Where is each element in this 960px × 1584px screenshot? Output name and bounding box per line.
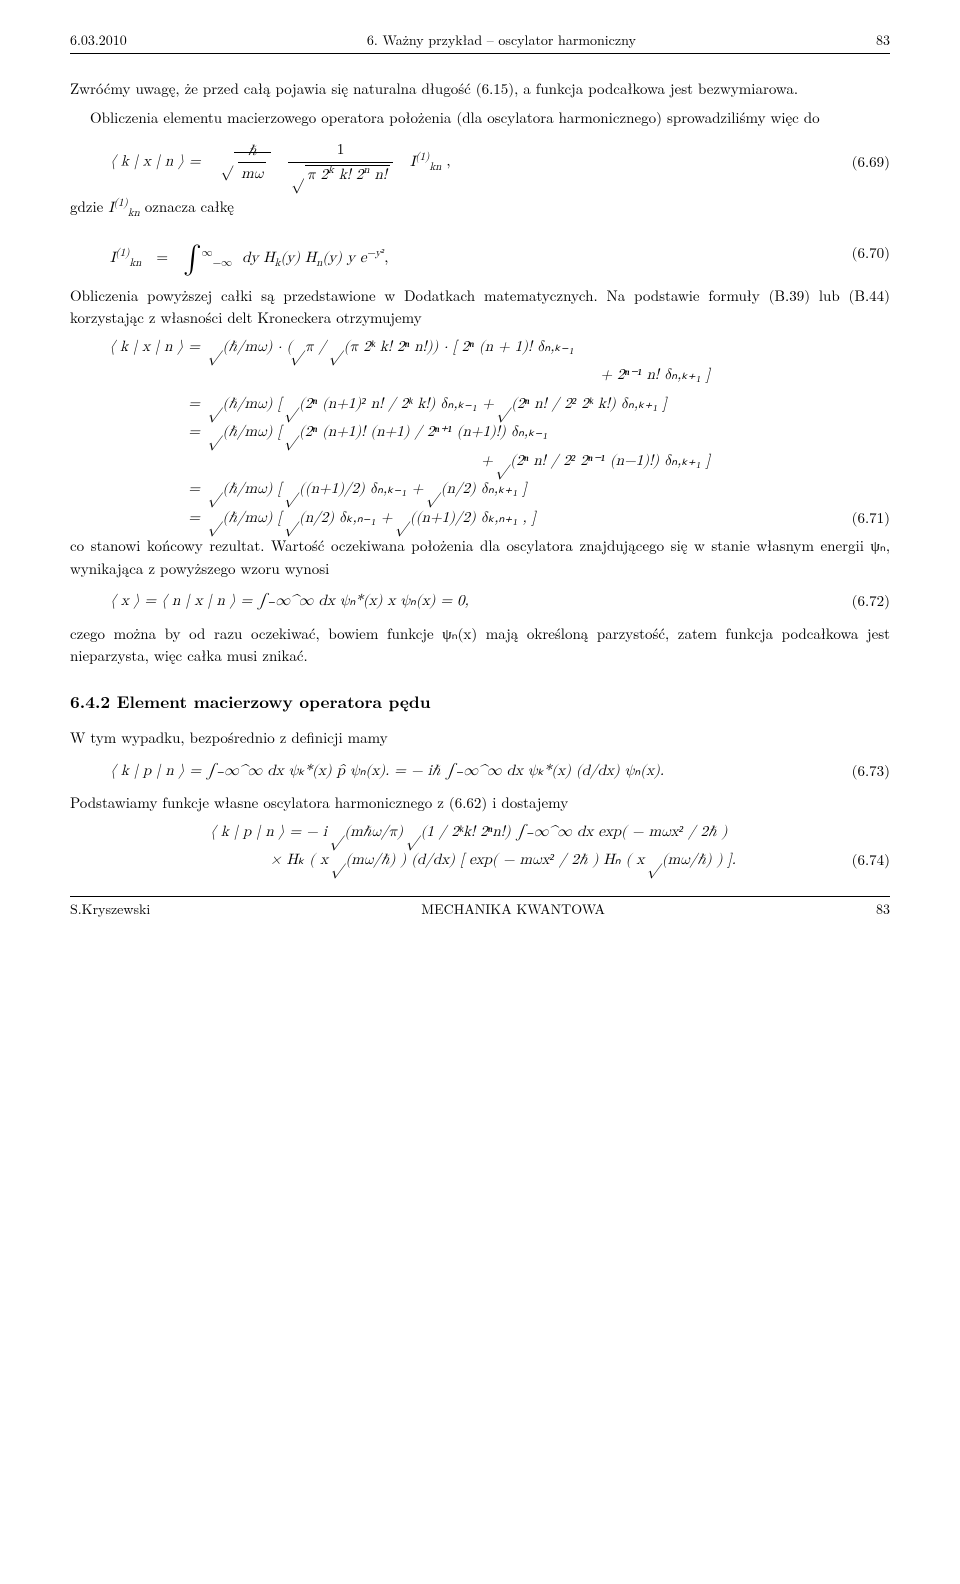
eq669-k2: k! 2: [339, 167, 364, 182]
equation-6-69: ⟨ k | x | n ⟩ = ℏmω 1π 2k k! 2n n! I(1)k…: [70, 139, 890, 186]
eq71-l2-rhs: √(ℏ/mω) [ √(2ⁿ (n+1)² n! / 2ᵏ k!) δₙ,ₖ₋₁…: [210, 393, 830, 416]
eq670-comma: ,: [384, 250, 388, 265]
header-page: 83: [876, 30, 890, 51]
eq674-l2: × Hₖ ( x √(mω/ℏ) ) (d/dx) [ exp( − mωx² …: [210, 849, 830, 872]
eq670-num: (6.70): [830, 242, 890, 265]
eq71-l5-rhs: √(ℏ/mω) [ √(n/2) δₖ,ₙ₋₁ + √((n+1)/2) δₖ,…: [210, 507, 830, 530]
eq669-n: n!: [375, 167, 388, 182]
eq669-num: (6.69): [830, 151, 890, 174]
eq71-l1-lhs: ⟨ k | x | n ⟩ =: [70, 336, 210, 359]
p3b: oznacza całkę: [140, 196, 234, 217]
eq71-l4-rhs: √(ℏ/mω) [ √((n+1)/2) δₙ,ₖ₋₁ + √(n/2) δₙ,…: [210, 478, 830, 501]
footer-author: S.Kryszewski: [70, 899, 150, 920]
eq673-num: (6.73): [830, 760, 890, 783]
para-1: Zwróćmy uwagę, że przed całą pojawia się…: [70, 78, 890, 101]
eq71-l2-lhs: =: [70, 393, 210, 416]
eq71-l1b: + 2ⁿ⁻¹ n! δₙ,ₖ₊₁ ]: [210, 364, 830, 387]
eq670-tail: (y) y e: [322, 250, 366, 265]
equation-6-73: ⟨ k | p | n ⟩ = ∫₋∞^∞ dx ψₖ*(x) p̂ ψₙ(x)…: [70, 760, 890, 783]
eq670-body: dy H: [242, 250, 275, 265]
eq672-body: ⟨ x ⟩ = ⟨ n | x | n ⟩ = ∫₋∞^∞ dx ψₙ*(x) …: [70, 590, 830, 613]
eq670-exp: −y²: [367, 248, 385, 259]
para-7: W tym wypadku, bezpośrednio z definicji …: [70, 727, 890, 750]
eq669-sub: kn: [429, 162, 441, 173]
eq71-l3-lhs: =: [70, 421, 210, 444]
footer-title: MECHANIKA KWANTOWA: [421, 899, 605, 920]
eq674-l1: ⟨ k | p | n ⟩ = − i √(mℏω/π) √(1 / 2ᵏk! …: [210, 821, 830, 844]
para-8: Podstawiamy funkcje własne oscylatora ha…: [70, 792, 890, 815]
para-6: czego można by od razu oczekiwać, bowiem…: [70, 623, 890, 668]
eq71-l3-rhs: √(ℏ/mω) [ √(2ⁿ (n+1)! (n+1) / 2ⁿ⁺¹ (n+1)…: [210, 421, 830, 444]
eq71-num: (6.71): [830, 507, 890, 530]
para-5: co stanowi końcowy rezultat. Wartość ocz…: [70, 535, 890, 580]
eq670-inta: ∞: [202, 248, 213, 259]
eq670-sup: (1): [115, 248, 129, 259]
page-footer: S.Kryszewski MECHANIKA KWANTOWA 83: [70, 896, 890, 920]
eq71-l3b: + √(2ⁿ n! / 2² 2ⁿ⁻¹ (n−1)!) δₙ,ₖ₊₁ ]: [210, 450, 830, 473]
page-header: 6.03.2010 6. Ważny przykład – oscylator …: [70, 30, 890, 54]
eq669-sup: (1): [415, 152, 429, 163]
eq669-mw: mω: [238, 163, 266, 186]
eq669-hbar: ℏ: [238, 140, 266, 164]
equation-6-71: ⟨ k | x | n ⟩ = √(ℏ/mω) · (√π / √(π 2ᵏ k…: [70, 336, 890, 530]
eq71-l5-lhs: =: [70, 507, 210, 530]
eq670-eq: =: [156, 250, 168, 265]
para-2: Obliczenia elementu macierzowego operato…: [70, 107, 890, 130]
header-title: 6. Ważny przykład – oscylator harmoniczn…: [367, 30, 636, 51]
p3a: gdzie: [70, 196, 108, 217]
eq669-pi2: π 2: [307, 167, 328, 182]
equation-6-74: ⟨ k | p | n ⟩ = − i √(mℏω/π) √(1 / 2ᵏk! …: [70, 821, 890, 872]
eq669-one: 1: [288, 139, 393, 163]
eq670-yhn: (y) H: [280, 250, 316, 265]
footer-page: 83: [876, 899, 890, 920]
equation-6-72: ⟨ x ⟩ = ⟨ n | x | n ⟩ = ∫₋∞^∞ dx ψₙ*(x) …: [70, 590, 890, 613]
para-3: gdzie I(1)kn oznacza całkę: [70, 196, 890, 223]
section-6-4-2: 6.4.2 Element macierzowy operatora pędu: [70, 690, 890, 716]
eq669-lhs: ⟨ k | x | n ⟩ =: [110, 154, 201, 169]
eq71-l4-lhs: =: [70, 478, 210, 501]
eq672-num: (6.72): [830, 590, 890, 613]
eq670-intb: −∞: [213, 258, 233, 269]
eq673-body: ⟨ k | p | n ⟩ = ∫₋∞^∞ dx ψₖ*(x) p̂ ψₙ(x)…: [70, 760, 830, 783]
eq670-sub: kn: [129, 258, 141, 269]
para-4: Obliczenia powyższej całki są przedstawi…: [70, 285, 890, 330]
eq71-l1-rhs: √(ℏ/mω) · (√π / √(π 2ᵏ k! 2ⁿ n!)) · [ 2ⁿ…: [210, 336, 830, 359]
equation-6-70: I(1)kn = ∞−∞ dy Hk(y) Hn(y) y e−y², (6.7…: [70, 233, 890, 275]
eq674-num: (6.74): [830, 849, 890, 872]
header-date: 6.03.2010: [70, 30, 127, 51]
